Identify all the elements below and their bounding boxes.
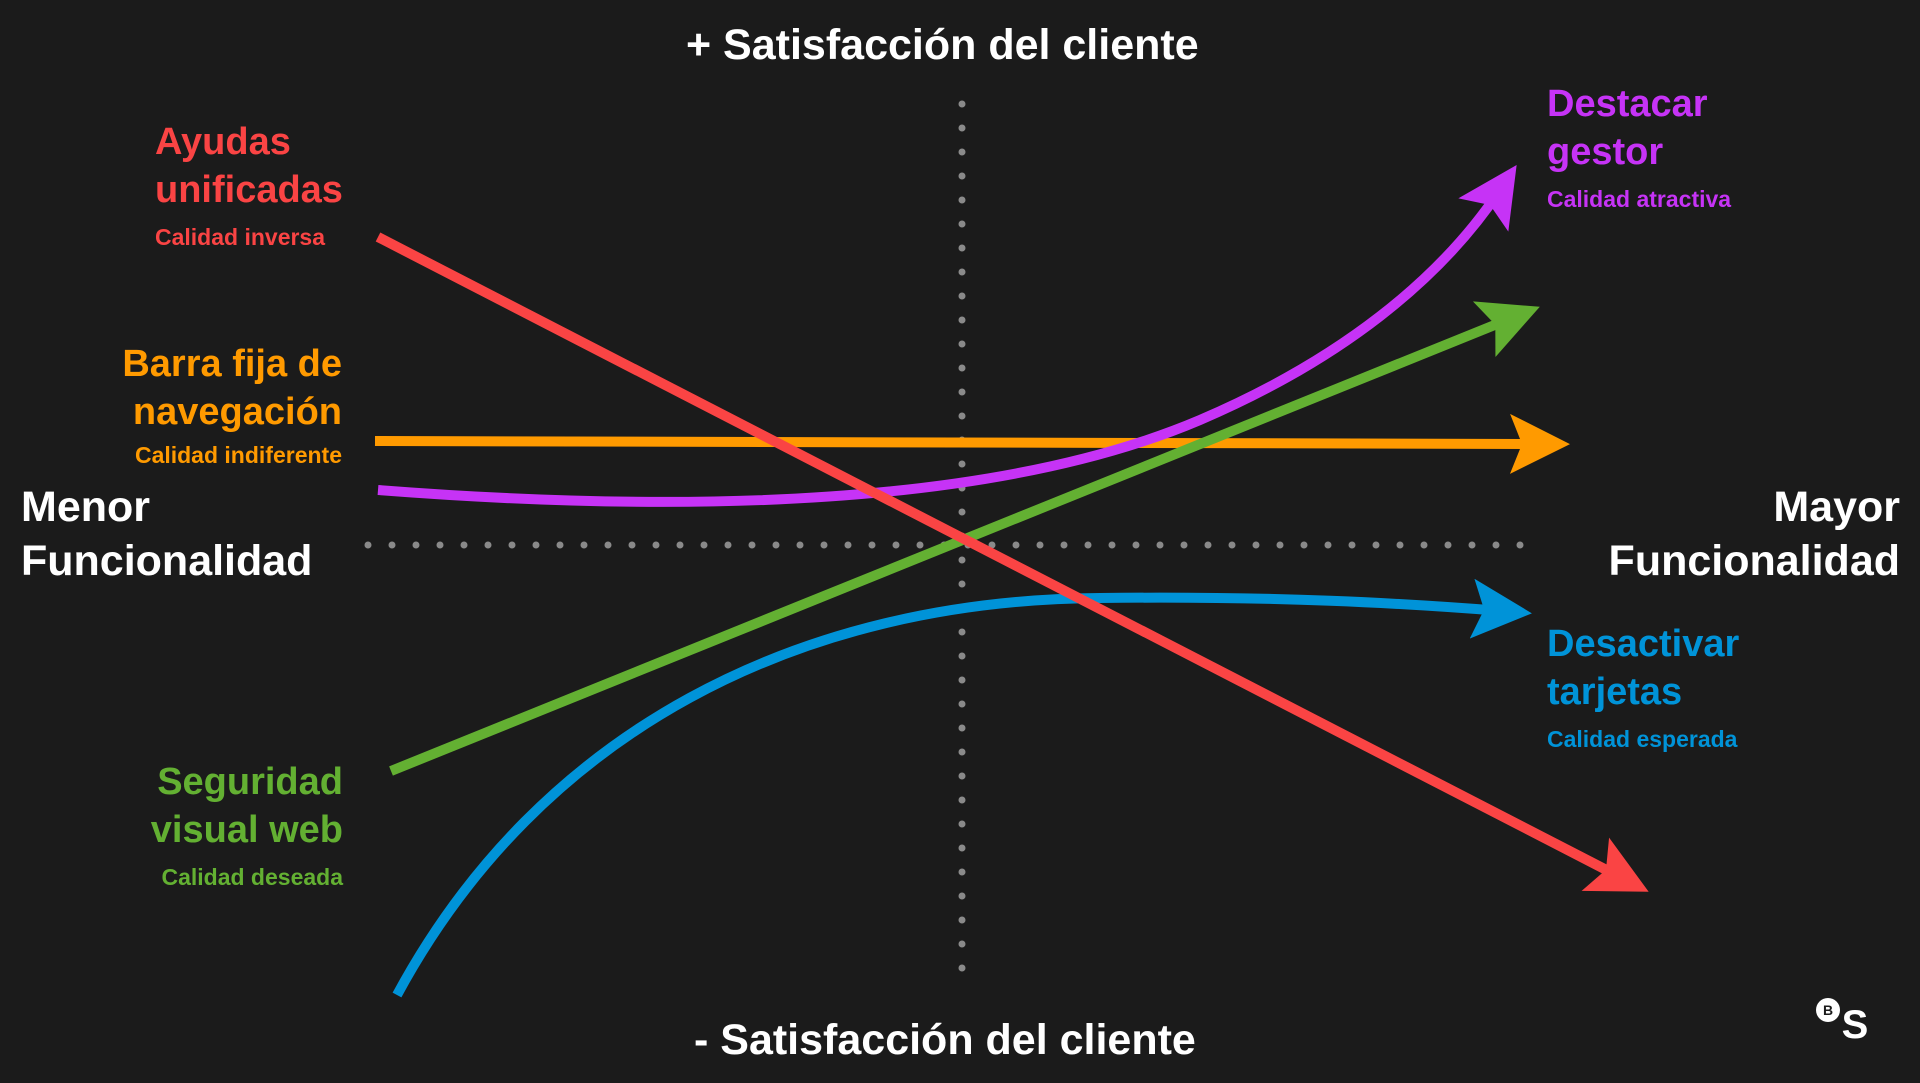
label-atractiva-subtitle: Calidad atractiva xyxy=(1547,186,1732,212)
axis-right-title: Mayor Funcionalidad xyxy=(1609,480,1900,588)
label-atractiva-title-1: Destacar xyxy=(1547,83,1708,125)
axis-left-line-2: Funcionalidad xyxy=(21,537,313,585)
axis-left-line-1: Menor xyxy=(21,483,150,531)
label-atractiva: Destacar gestor Calidad atractiva xyxy=(1547,80,1731,214)
label-inversa-title-2: unificadas xyxy=(155,169,343,211)
curve-atractiva xyxy=(377,165,1517,507)
label-atractiva-title-2: gestor xyxy=(1547,131,1664,173)
label-esperada-subtitle: Calidad esperada xyxy=(1547,726,1738,752)
label-inversa: Ayudas unificadas Calidad inversa xyxy=(155,118,343,252)
label-deseada-title-1: Seguridad xyxy=(157,761,343,803)
curve-indiferente xyxy=(374,413,1570,474)
axis-right-line-2: Funcionalidad xyxy=(1608,537,1900,585)
curve-esperada xyxy=(392,578,1532,998)
label-inversa-subtitle: Calidad inversa xyxy=(155,224,326,250)
label-esperada: Desactivar tarjetas Calidad esperada xyxy=(1547,620,1739,754)
label-inversa-title-1: Ayudas xyxy=(155,121,291,163)
label-deseada-subtitle: Calidad deseada xyxy=(161,864,343,890)
curve-deseada xyxy=(389,301,1540,776)
axis-left-title: Menor Funcionalidad xyxy=(21,480,312,588)
axis-top-title: + Satisfacción del cliente xyxy=(686,21,1199,69)
label-esperada-title-2: tarjetas xyxy=(1547,671,1683,713)
label-indiferente-title-1: Barra fija de xyxy=(122,343,342,385)
logo-letter-b: B xyxy=(1823,1002,1833,1018)
label-indiferente-subtitle: Calidad indiferente xyxy=(134,442,342,468)
label-indiferente-title-2: navegación xyxy=(132,391,342,433)
label-deseada-title-2: visual web xyxy=(150,809,343,851)
label-esperada-title-1: Desactivar xyxy=(1547,623,1740,665)
curve-inversa xyxy=(375,232,1649,892)
label-deseada: Seguridad visual web Calidad deseada xyxy=(151,758,343,892)
axis-bottom-title: - Satisfacción del cliente xyxy=(694,1016,1196,1064)
bs-logo-icon: B S xyxy=(1816,998,1869,1041)
axis-right-line-1: Mayor xyxy=(1773,483,1900,531)
label-indiferente: Barra fija de navegación Calidad indifer… xyxy=(122,340,342,470)
logo-letter-s: S xyxy=(1842,1003,1869,1041)
